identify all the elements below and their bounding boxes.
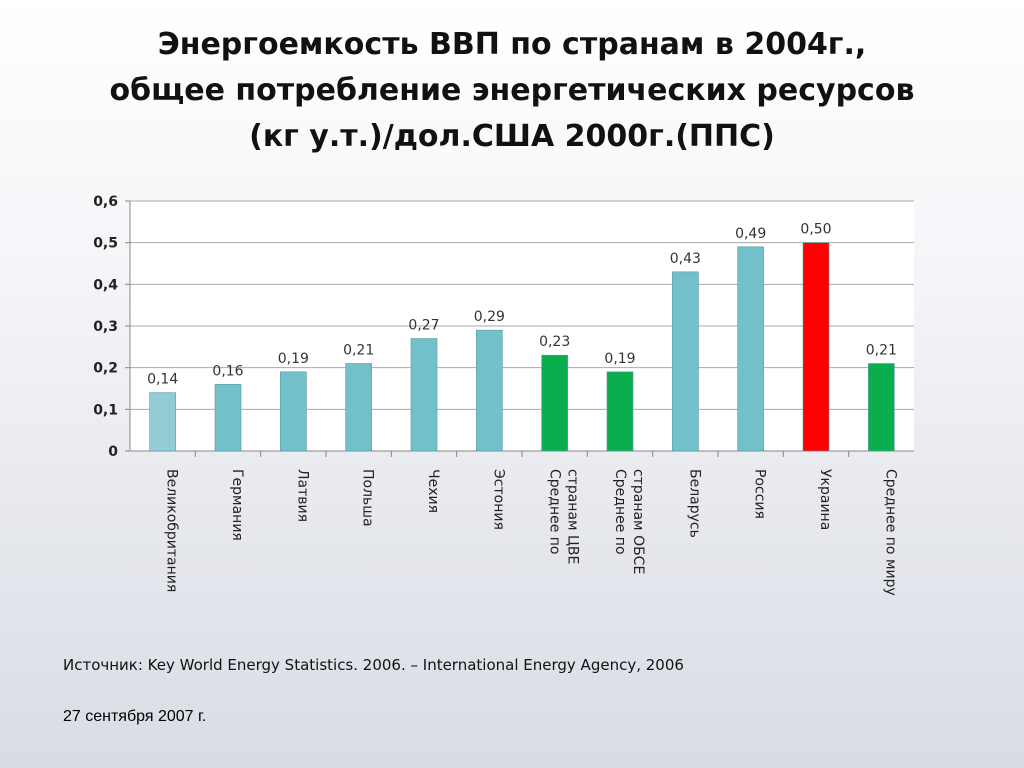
category-label: странам ЦВЕ (565, 469, 581, 564)
category-label: Польша (360, 469, 376, 527)
category-label: Среднее по (547, 469, 563, 555)
y-tick-label: 0,3 (93, 319, 118, 335)
bar (868, 363, 895, 452)
value-label: 0,23 (539, 334, 570, 350)
value-label: 0,50 (800, 222, 831, 238)
category-label: Эстония (490, 469, 506, 530)
bar (672, 271, 699, 452)
value-label: 0,43 (670, 251, 701, 267)
value-label: 0,14 (147, 372, 178, 388)
bar (280, 371, 307, 452)
category-label: странам ОБСЕ (630, 469, 646, 574)
category-label: Среднее по (612, 469, 628, 555)
value-label: 0,27 (408, 318, 439, 334)
value-label: 0,21 (343, 343, 374, 359)
y-tick-label: 0,6 (93, 194, 118, 210)
y-tick-label: 0,4 (93, 277, 118, 293)
value-label: 0,19 (278, 351, 309, 367)
category-label: Украина (817, 469, 833, 530)
category-label: Германия (229, 469, 245, 541)
y-tick-label: 0 (108, 444, 118, 460)
category-label: Беларусь (686, 469, 702, 538)
title-line-3: (кг у.т.)/дол.США 2000г.(ППС) (249, 119, 775, 154)
bar-chart: 0 0,1 0,2 0,3 0,4 0,5 0,6 0,14 Великобритания 0,1… (93, 194, 914, 596)
bar (476, 329, 503, 452)
bar (345, 363, 372, 452)
bar (541, 354, 568, 452)
bar (410, 338, 438, 452)
title-line-2: общее потребление энергетических ресурсо… (109, 73, 915, 108)
value-label: 0,21 (866, 343, 897, 359)
bar (606, 371, 634, 452)
category-label: Среднее по миру (882, 469, 898, 596)
y-tick-label: 0,1 (93, 402, 118, 418)
bar (737, 246, 764, 452)
category-label: Россия (752, 469, 768, 519)
bar (149, 392, 176, 452)
value-label: 0,16 (212, 363, 243, 379)
slide-title: Энергоемкость ВВП по странам в 2004г., о… (0, 22, 1024, 160)
y-tick-label: 0,2 (93, 361, 118, 377)
category-label: Латвия (294, 469, 310, 522)
source-note: Источник: Key World Energy Statistics. 2… (63, 656, 684, 674)
value-label: 0,49 (735, 226, 766, 242)
slide-date: 27 сентября 2007 г. (63, 708, 207, 725)
y-tick-label: 0,5 (93, 236, 118, 252)
category-label: Чехия (425, 469, 441, 513)
value-label: 0,29 (474, 309, 505, 325)
bar (802, 242, 830, 452)
title-line-1: Энергоемкость ВВП по странам в 2004г., (157, 27, 867, 62)
category-label: Великобритания (164, 469, 180, 592)
bar (214, 384, 242, 452)
value-label: 0,19 (604, 351, 635, 367)
